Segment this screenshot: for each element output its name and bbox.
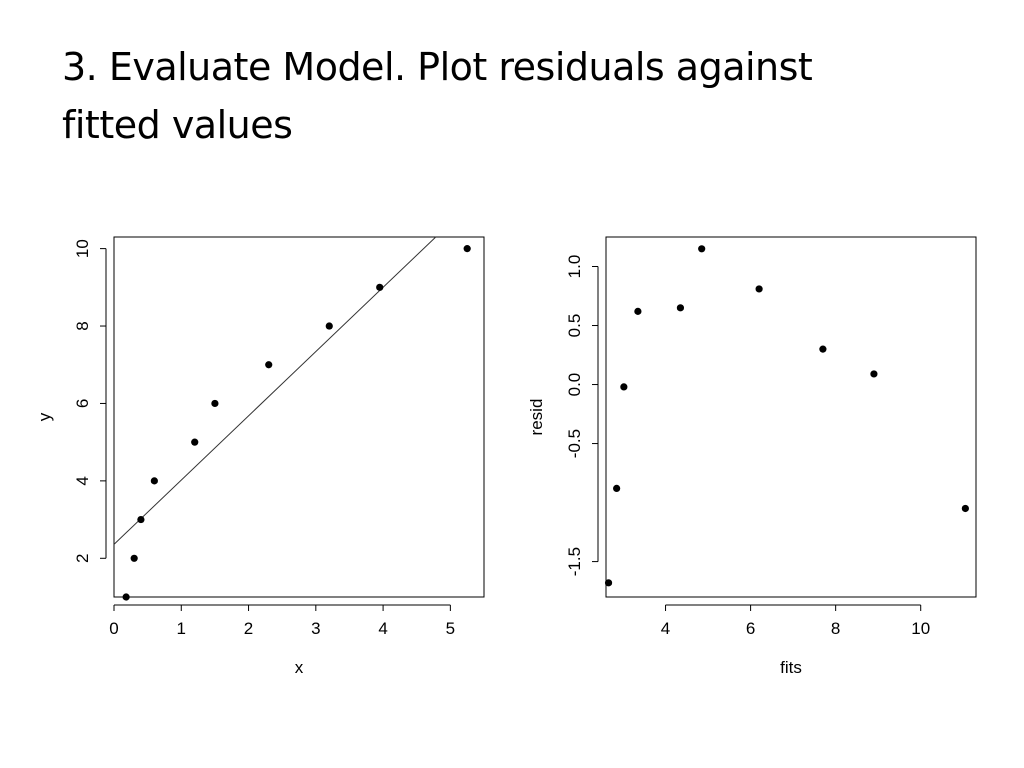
y-tick-label: 0.5 [565, 314, 584, 338]
y-tick-label: 1.0 [565, 255, 584, 279]
y-tick-label: 10 [73, 239, 92, 258]
data-point [265, 361, 273, 369]
data-point [463, 245, 471, 253]
y-tick-label: 8 [73, 321, 92, 330]
x-tick-label: 10 [911, 619, 930, 638]
plot-frame [605, 236, 977, 598]
slide-title-line-1: 3. Evaluate Model. Plot residuals agains… [62, 45, 813, 89]
data-point [634, 307, 642, 315]
data-point [150, 477, 158, 485]
x-tick-label: 0 [109, 619, 118, 638]
x-tick-label: 8 [831, 619, 840, 638]
data-point [961, 504, 969, 513]
x-tick-label: 4 [661, 619, 670, 638]
y-tick-label: 2 [73, 554, 92, 563]
slide-title-line-2: fitted values [62, 103, 293, 147]
data-point [676, 304, 685, 312]
data-point [604, 579, 613, 587]
x-axis-label: x [295, 658, 304, 677]
data-point [819, 345, 827, 353]
x-tick-label: 4 [378, 619, 387, 638]
x-tick-label: 3 [311, 619, 320, 638]
data-point [211, 399, 219, 408]
y-tick-label: 4 [73, 476, 92, 485]
plot-frame [113, 236, 485, 598]
data-point [137, 515, 145, 524]
y-axis-label: resid [527, 399, 546, 436]
y-axis-label: y [35, 412, 54, 421]
data-point [122, 593, 130, 601]
data-point [191, 438, 199, 446]
y-tick-label: -0.5 [565, 429, 584, 458]
x-tick-label: 6 [746, 619, 755, 638]
slide-title: 3. Evaluate Model. Plot residuals agains… [62, 38, 982, 154]
data-point [755, 285, 763, 293]
x-axis-label: fits [780, 658, 802, 677]
data-point [620, 383, 628, 391]
data-point [130, 554, 138, 562]
data-point [376, 283, 384, 291]
data-point [613, 484, 621, 493]
x-tick-label: 2 [244, 619, 253, 638]
data-point [325, 322, 333, 330]
y-tick-label: 6 [73, 399, 92, 408]
y-tick-label: -1.5 [565, 547, 584, 576]
x-tick-label: 1 [177, 619, 186, 638]
y-tick-label: 0.0 [565, 373, 584, 397]
x-tick-label: 5 [446, 619, 455, 638]
data-point [698, 245, 706, 253]
data-point [870, 370, 878, 378]
